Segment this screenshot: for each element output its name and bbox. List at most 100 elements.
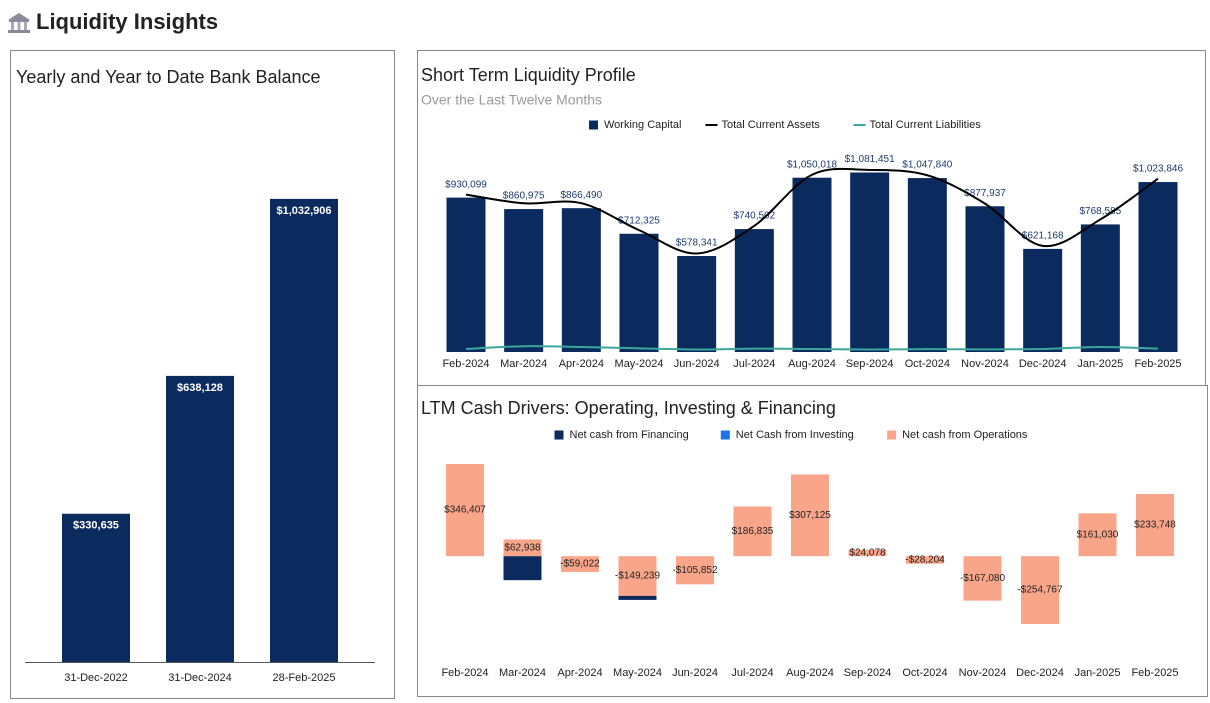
x-tick-label: Jul-2024 xyxy=(731,667,773,679)
value-label: -$254,767 xyxy=(1017,585,1062,596)
value-label: $1,047,840 xyxy=(902,160,952,171)
bar-segment xyxy=(446,464,484,557)
legend-label: Working Capital xyxy=(604,119,681,131)
x-tick-label: 31-Dec-2024 xyxy=(168,672,232,684)
panel xyxy=(417,385,1208,697)
x-tick-label: Jul-2024 xyxy=(733,358,775,370)
bar-segment xyxy=(676,556,714,585)
chart-subtitle: Over the Last Twelve Months xyxy=(421,92,602,108)
value-label: $1,023,846 xyxy=(1133,164,1183,175)
legend-label: Net Cash from Investing xyxy=(736,429,854,441)
bar xyxy=(734,229,774,352)
bar xyxy=(270,198,338,662)
bar-segment xyxy=(503,539,542,557)
x-tick-label: Oct-2024 xyxy=(905,358,950,370)
bar-segment xyxy=(733,506,772,557)
value-label: -$105,852 xyxy=(672,565,717,576)
bar xyxy=(504,209,544,352)
panel xyxy=(10,50,395,699)
value-label: $161,030 xyxy=(1077,529,1119,540)
bar xyxy=(619,233,659,352)
bar-segment xyxy=(1136,493,1174,557)
value-label: $860,975 xyxy=(503,191,545,202)
value-label: $712,325 xyxy=(618,215,660,226)
bar xyxy=(907,178,947,352)
value-label: $186,835 xyxy=(732,526,774,537)
x-tick-label: May-2024 xyxy=(615,358,664,370)
value-label: $1,032,906 xyxy=(276,205,331,217)
value-label: $330,635 xyxy=(73,520,119,532)
value-label: $930,099 xyxy=(445,179,487,190)
line xyxy=(465,345,1159,351)
x-tick-label: Feb-2025 xyxy=(1134,358,1181,370)
bar-segment xyxy=(503,556,542,581)
bar xyxy=(1080,224,1120,352)
bar xyxy=(965,206,1005,352)
value-label: $24,078 xyxy=(849,548,886,559)
legend-swatch xyxy=(887,430,897,440)
value-label: $1,050,018 xyxy=(787,159,837,170)
bank-icon xyxy=(8,13,30,33)
x-tick-label: Dec-2024 xyxy=(1016,667,1064,679)
bar-segment xyxy=(1078,513,1117,557)
bar-segment xyxy=(618,595,657,600)
x-tick-label: May-2024 xyxy=(613,667,662,679)
x-tick-label: Apr-2024 xyxy=(557,667,602,679)
x-tick-label: Sep-2024 xyxy=(846,358,894,370)
x-tick-label: Aug-2024 xyxy=(788,358,836,370)
bar xyxy=(850,172,890,352)
x-tick-label: Mar-2024 xyxy=(500,358,547,370)
x-tick-label: Jun-2024 xyxy=(672,667,718,679)
bar xyxy=(677,256,717,352)
legend-label: Net cash from Operations xyxy=(902,429,1028,441)
bar xyxy=(792,177,832,352)
bar xyxy=(446,197,486,352)
value-label: $877,937 xyxy=(964,188,1006,199)
x-tick-label: Mar-2024 xyxy=(499,667,546,679)
value-label: -$28,204 xyxy=(905,555,945,566)
x-tick-label: Aug-2024 xyxy=(786,667,834,679)
chart-title: LTM Cash Drivers: Operating, Investing &… xyxy=(421,398,836,418)
x-tick-label: 31-Dec-2022 xyxy=(64,672,128,684)
bar-segment xyxy=(963,556,1002,601)
value-label: $62,938 xyxy=(504,542,541,553)
x-tick-label: Sep-2024 xyxy=(844,667,892,679)
line xyxy=(465,167,1159,255)
legend-swatch xyxy=(589,120,598,130)
x-tick-label: Jan-2025 xyxy=(1075,667,1121,679)
value-label: $768,585 xyxy=(1079,206,1121,217)
x-tick-label: Dec-2024 xyxy=(1019,358,1067,370)
value-label: $866,490 xyxy=(560,190,602,201)
x-tick-label: Nov-2024 xyxy=(961,358,1009,370)
x-tick-label: Jun-2024 xyxy=(674,358,720,370)
bar-segment xyxy=(561,556,599,572)
legend-label: Net cash from Financing xyxy=(570,429,689,441)
bar xyxy=(1023,248,1063,352)
bar-segment xyxy=(618,556,657,596)
x-tick-label: Nov-2024 xyxy=(959,667,1007,679)
x-tick-label: Feb-2024 xyxy=(441,667,488,679)
bar-segment xyxy=(848,549,887,557)
value-label: $621,168 xyxy=(1022,231,1064,242)
bar-segment xyxy=(906,556,944,564)
x-tick-label: 28-Feb-2025 xyxy=(273,672,336,684)
value-label: -$167,080 xyxy=(960,573,1005,584)
value-label: $638,128 xyxy=(177,382,223,394)
legend-swatch xyxy=(554,430,564,440)
bar xyxy=(561,208,601,352)
value-label: $578,341 xyxy=(676,238,718,249)
bar xyxy=(1138,182,1178,352)
bar-segment xyxy=(791,474,829,557)
legend-label: Total Current Liabilities xyxy=(870,119,982,131)
x-tick-label: Feb-2024 xyxy=(442,358,489,370)
chart-title: Short Term Liquidity Profile xyxy=(421,65,636,85)
chart-title: Yearly and Year to Date Bank Balance xyxy=(16,67,321,87)
x-tick-label: Apr-2024 xyxy=(559,358,604,370)
bar-segment xyxy=(1021,556,1059,624)
bar xyxy=(166,375,234,662)
value-label: $740,502 xyxy=(733,211,775,222)
bar xyxy=(62,513,130,662)
x-tick-label: Feb-2025 xyxy=(1131,667,1178,679)
legend-swatch xyxy=(720,430,730,440)
